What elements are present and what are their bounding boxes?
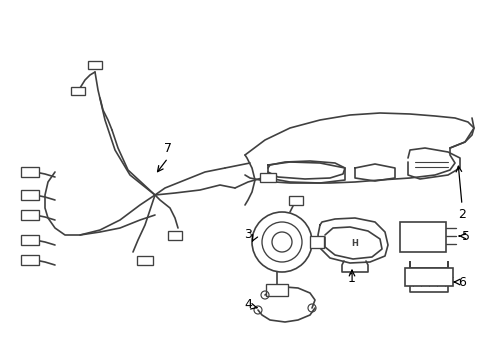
FancyBboxPatch shape xyxy=(71,87,85,95)
FancyBboxPatch shape xyxy=(260,172,275,181)
FancyBboxPatch shape xyxy=(88,61,102,69)
Text: 3: 3 xyxy=(244,229,251,242)
FancyBboxPatch shape xyxy=(21,167,39,177)
FancyBboxPatch shape xyxy=(309,236,324,248)
FancyBboxPatch shape xyxy=(137,256,153,265)
Text: 2: 2 xyxy=(457,208,465,221)
Text: 4: 4 xyxy=(244,298,251,311)
FancyBboxPatch shape xyxy=(265,284,287,296)
Text: 7: 7 xyxy=(163,141,172,154)
FancyBboxPatch shape xyxy=(399,222,445,252)
FancyBboxPatch shape xyxy=(404,268,452,286)
Text: H: H xyxy=(351,239,358,248)
FancyBboxPatch shape xyxy=(21,235,39,245)
Text: 6: 6 xyxy=(457,275,465,288)
FancyBboxPatch shape xyxy=(21,190,39,200)
Text: 5: 5 xyxy=(461,230,469,243)
Text: 1: 1 xyxy=(347,271,355,284)
FancyBboxPatch shape xyxy=(168,230,182,239)
FancyBboxPatch shape xyxy=(288,195,303,204)
FancyBboxPatch shape xyxy=(21,210,39,220)
FancyBboxPatch shape xyxy=(21,255,39,265)
